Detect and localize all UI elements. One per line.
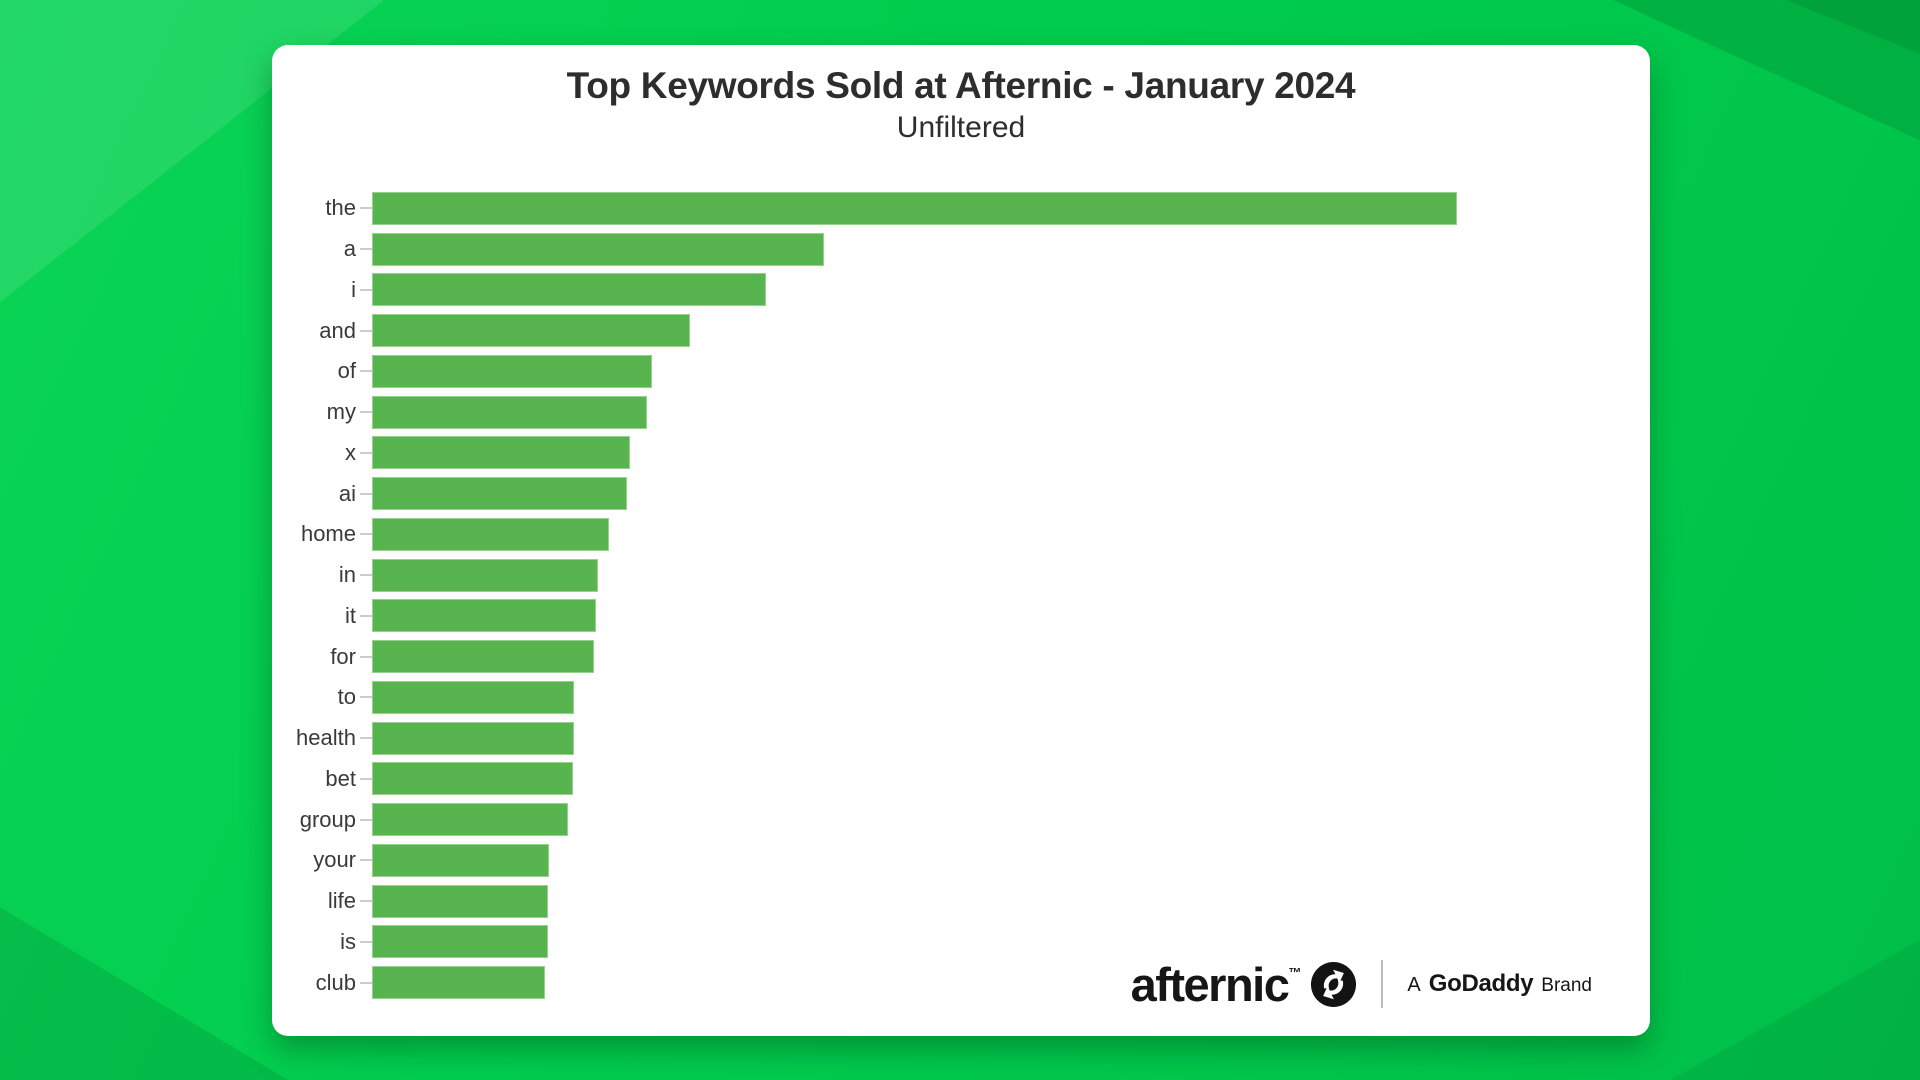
chart-title: Top Keywords Sold at Afternic - January … xyxy=(566,65,1356,106)
bar xyxy=(372,354,652,388)
chart-row: is xyxy=(272,922,1650,963)
category-label: life xyxy=(327,888,356,914)
chart-row: i xyxy=(272,270,1650,311)
bar xyxy=(372,191,1457,225)
category-label: a xyxy=(343,236,356,262)
bar xyxy=(372,517,609,551)
chart-row: a xyxy=(272,229,1650,270)
logo-divider xyxy=(1381,960,1384,1008)
bar xyxy=(372,803,569,837)
axis-tick xyxy=(360,451,372,454)
axis-tick xyxy=(360,859,372,862)
chart-row: health xyxy=(272,718,1650,759)
axis-tick xyxy=(360,329,372,332)
chart-row: it xyxy=(272,596,1650,637)
category-label: of xyxy=(337,358,356,384)
axis-tick xyxy=(360,411,372,414)
trademark-symbol: ™ xyxy=(1288,964,1302,980)
chart-card: Top Keywords Sold at Afternic - January … xyxy=(272,45,1650,1036)
axis-tick xyxy=(360,940,372,943)
chart-row: home xyxy=(272,514,1650,555)
bar xyxy=(372,558,598,592)
axis-tick xyxy=(360,574,372,577)
bar xyxy=(372,395,647,429)
godaddy-tagline: A GoDaddy Brand xyxy=(1407,970,1592,998)
bar xyxy=(372,314,690,348)
category-label: and xyxy=(319,317,356,343)
axis-tick xyxy=(360,655,372,658)
bar xyxy=(372,599,596,633)
bar xyxy=(372,477,627,511)
chart-row: the xyxy=(272,188,1650,229)
bar xyxy=(372,436,631,470)
category-label: it xyxy=(345,602,356,628)
axis-tick xyxy=(360,696,372,699)
category-label: i xyxy=(351,276,356,302)
chart-row: club xyxy=(272,962,1650,1003)
tagline-suffix: Brand xyxy=(1541,975,1592,996)
chart-row: my xyxy=(272,392,1650,433)
axis-tick xyxy=(360,981,372,984)
category-label: the xyxy=(325,195,356,221)
category-label: your xyxy=(313,847,356,873)
category-label: club xyxy=(315,969,356,995)
category-label: home xyxy=(300,521,356,547)
chart-rows: the a i and of my x ai home in it for to health bet gro… xyxy=(272,188,1650,1003)
axis-tick xyxy=(360,900,372,903)
tagline-prefix: A xyxy=(1407,974,1421,996)
afternic-logo-text: afternic xyxy=(1130,957,1290,1011)
bar xyxy=(372,762,573,796)
axis-tick xyxy=(360,492,372,495)
axis-tick xyxy=(360,818,372,821)
chart-row: for xyxy=(272,636,1650,677)
category-label: my xyxy=(326,399,356,425)
chart-row: group xyxy=(272,799,1650,840)
axis-tick xyxy=(360,370,372,373)
chart-row: bet xyxy=(272,759,1650,800)
category-label: is xyxy=(340,928,356,954)
category-label: health xyxy=(296,725,356,751)
bar xyxy=(372,273,766,307)
axis-tick xyxy=(360,288,372,291)
chart-row: of xyxy=(272,351,1650,392)
afternic-wordmark: afternic™ xyxy=(1131,961,1302,1008)
axis-tick xyxy=(360,533,372,536)
category-label: to xyxy=(337,684,356,710)
chart-row: x xyxy=(272,433,1650,474)
chart-subtitle: Unfiltered xyxy=(896,111,1026,144)
bar xyxy=(372,966,545,1000)
bar xyxy=(372,680,574,714)
chart-row: life xyxy=(272,881,1650,922)
chart-row: to xyxy=(272,677,1650,718)
chart-row: and xyxy=(272,310,1650,351)
category-label: ai xyxy=(338,480,356,506)
chart-header: Top Keywords Sold at Afternic - January … xyxy=(272,65,1650,145)
chart-row: your xyxy=(272,840,1650,881)
axis-tick xyxy=(360,777,372,780)
chart-row: ai xyxy=(272,473,1650,514)
category-label: bet xyxy=(325,765,356,791)
bar xyxy=(372,843,549,877)
chart-row: in xyxy=(272,555,1650,596)
bar xyxy=(372,640,595,674)
afternic-swap-icon xyxy=(1311,961,1357,1007)
bar xyxy=(372,925,548,959)
bar xyxy=(372,232,825,266)
category-label: x xyxy=(345,439,356,465)
brand-footer: afternic™ A GoDaddy Brand xyxy=(1131,960,1592,1008)
category-label: group xyxy=(299,806,356,832)
axis-tick xyxy=(360,737,372,740)
bar xyxy=(372,721,574,755)
axis-tick xyxy=(360,248,372,251)
bar xyxy=(372,884,548,918)
category-label: for xyxy=(330,643,356,669)
axis-tick xyxy=(360,614,372,617)
axis-tick xyxy=(360,207,372,210)
category-label: in xyxy=(338,562,356,588)
tagline-brand: GoDaddy xyxy=(1428,970,1534,997)
